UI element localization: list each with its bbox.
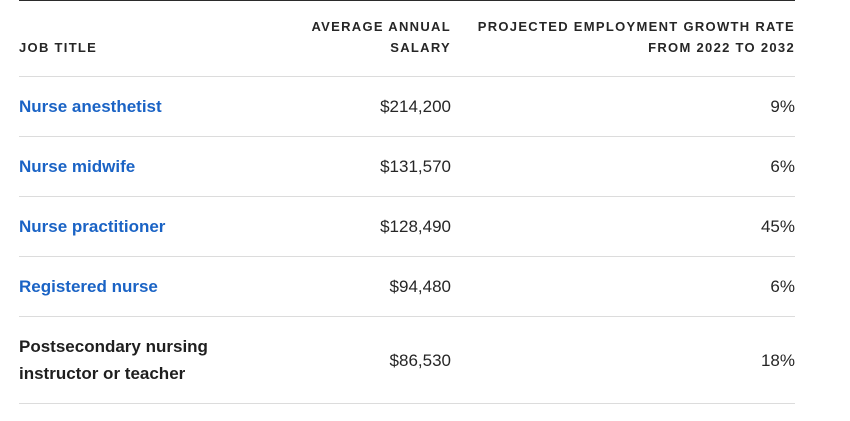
salary-header-line1: AVERAGE ANNUAL [311, 19, 451, 34]
salary-header: AVERAGE ANNUAL SALARY [219, 0, 451, 77]
salary-growth-table-container: JOB TITLE AVERAGE ANNUAL SALARY PROJECTE… [19, 0, 795, 404]
table-row: Registered nurse $94,480 6% [19, 256, 795, 317]
table-row: Nurse practitioner $128,490 45% [19, 196, 795, 257]
salary-cell: $214,200 [219, 76, 451, 137]
salary-cell: $131,570 [219, 136, 451, 197]
job-title-line1: Postsecondary nursing [19, 337, 208, 356]
growth-cell: 6% [451, 136, 795, 197]
growth-header-line2: FROM 2022 TO 2032 [648, 40, 795, 55]
table-header: JOB TITLE AVERAGE ANNUAL SALARY PROJECTE… [19, 0, 795, 77]
job-title-cell: Nurse midwife [19, 136, 219, 197]
job-title-cell: Nurse anesthetist [19, 76, 219, 137]
salary-header-line2: SALARY [390, 40, 451, 55]
job-link-nurse-midwife[interactable]: Nurse midwife [19, 157, 136, 176]
growth-cell: 45% [451, 196, 795, 257]
job-link-registered-nurse[interactable]: Registered nurse [19, 277, 158, 296]
table-row: Postsecondary nursing instructor or teac… [19, 316, 795, 404]
table-row: Nurse midwife $131,570 6% [19, 136, 795, 197]
growth-header: PROJECTED EMPLOYMENT GROWTH RATE FROM 20… [451, 0, 795, 77]
salary-cell: $86,530 [219, 316, 451, 404]
job-link-nurse-practitioner[interactable]: Nurse practitioner [19, 217, 166, 236]
salary-cell: $128,490 [219, 196, 451, 257]
growth-cell: 18% [451, 316, 795, 404]
table-row: Nurse anesthetist $214,200 9% [19, 76, 795, 137]
job-title-cell: Postsecondary nursing instructor or teac… [19, 316, 219, 404]
salary-cell: $94,480 [219, 256, 451, 317]
job-title-cell: Registered nurse [19, 256, 219, 317]
growth-cell: 9% [451, 76, 795, 137]
growth-header-line1: PROJECTED EMPLOYMENT GROWTH RATE [477, 19, 795, 34]
job-title-header-label: JOB TITLE [19, 40, 98, 55]
salary-growth-table: JOB TITLE AVERAGE ANNUAL SALARY PROJECTE… [19, 0, 795, 404]
job-title-line2: instructor or teacher [19, 364, 186, 383]
header-row: JOB TITLE AVERAGE ANNUAL SALARY PROJECTE… [19, 0, 795, 77]
job-title-header: JOB TITLE [19, 0, 219, 77]
job-link-nurse-anesthetist[interactable]: Nurse anesthetist [19, 97, 162, 116]
growth-cell: 6% [451, 256, 795, 317]
job-title-cell: Nurse practitioner [19, 196, 219, 257]
table-body: Nurse anesthetist $214,200 9% Nurse midw… [19, 76, 795, 404]
